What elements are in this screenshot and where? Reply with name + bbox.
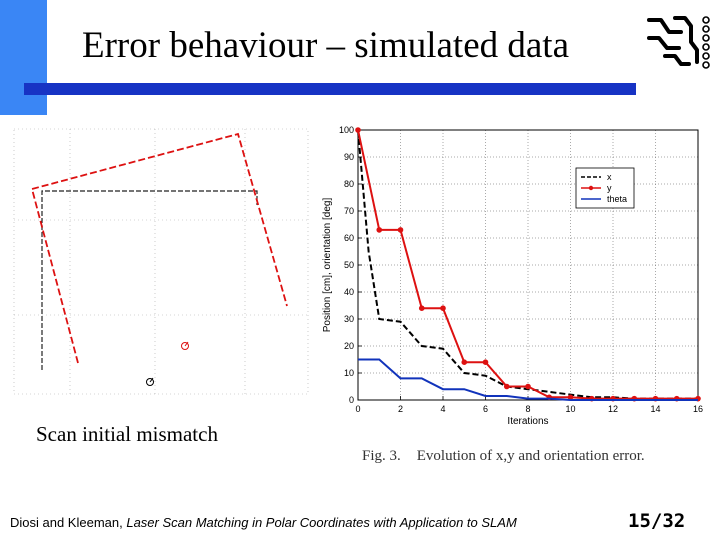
y-tick-label: 10 — [344, 368, 354, 378]
figure-caption: Fig. 3. Evolution of x,y and orientation … — [362, 448, 645, 465]
chart-legend: x y theta — [575, 167, 635, 209]
citation: Diosi and Kleeman, Laser Scan Matching i… — [10, 515, 517, 530]
mismatched-scan — [30, 132, 288, 364]
series-line-x — [357, 129, 698, 400]
series-point-y — [440, 305, 446, 311]
series-layer — [355, 127, 701, 402]
legend-marker-y — [588, 185, 594, 191]
series-point-y — [503, 383, 510, 390]
black-origin-marker — [146, 378, 154, 386]
page-number: 15/32 — [628, 510, 686, 532]
y-tick-label: 100 — [339, 125, 354, 135]
y-tick-label: 60 — [344, 233, 354, 243]
x-axis-label: Iterations — [507, 416, 548, 427]
series-point-y — [482, 359, 489, 365]
x-tick-label: 2 — [398, 404, 403, 414]
scan-caption: Scan initial mismatch — [36, 422, 218, 446]
y-tick-label: 70 — [344, 206, 354, 216]
series-point-y — [355, 127, 361, 133]
slide-title: Error behaviour – simulated data — [82, 25, 569, 66]
series-point-y — [397, 227, 404, 233]
series-point-y — [567, 394, 574, 401]
reference-scan — [41, 190, 258, 370]
citation-title: Laser Scan Matching in Polar Coordinates… — [126, 515, 517, 530]
title-underline-bar — [24, 83, 636, 95]
legend-label-theta: theta — [607, 194, 627, 204]
y-tick-label: 0 — [349, 395, 354, 405]
series-point-y — [525, 383, 531, 390]
y-tick-label: 20 — [344, 341, 354, 351]
x-tick-label: 10 — [565, 404, 575, 414]
series-line-theta — [358, 358, 698, 401]
y-tick-label: 50 — [344, 260, 354, 270]
chart-ticks: 0 2 4 6 8 10 12 14 16 0 10 20 30 40 50 60 70 80 90 100 — [339, 125, 703, 414]
figure-caption-label: Fig. 3. — [362, 448, 401, 464]
error-evolution-chart: 0 2 4 6 8 10 12 14 16 0 10 20 30 40 50 60 70 80 90 100 Iter… — [322, 125, 703, 427]
y-tick-label: 90 — [344, 152, 354, 162]
series-point-y — [461, 359, 468, 365]
series-point-y — [418, 305, 425, 311]
x-tick-label: 8 — [525, 404, 530, 414]
scan-plot-frame — [13, 128, 309, 395]
series-point-y — [376, 227, 383, 233]
figure-caption-text: Evolution of x,y and orientation error. — [416, 448, 645, 464]
x-tick-label: 0 — [355, 404, 360, 414]
x-tick-label: 12 — [608, 404, 618, 414]
y-tick-label: 40 — [344, 287, 354, 297]
plot-area-border — [357, 129, 699, 401]
x-tick-label: 4 — [440, 404, 445, 414]
red-origin-marker — [181, 342, 189, 350]
x-tick-label: 16 — [693, 404, 703, 414]
circuit-logo-icon — [647, 16, 710, 69]
x-tick-label: 6 — [483, 404, 488, 414]
legend-label-x: x — [607, 172, 612, 182]
legend-label-y: y — [607, 183, 612, 193]
scan-mismatch-plot — [13, 128, 309, 395]
citation-authors: Diosi and Kleeman, — [10, 515, 127, 530]
y-axis-label: Position [cm], orientation [deg] — [322, 198, 333, 333]
y-tick-label: 80 — [344, 179, 354, 189]
y-tick-label: 30 — [344, 314, 354, 324]
left-accent-strip — [0, 0, 47, 115]
x-tick-label: 14 — [650, 404, 660, 414]
